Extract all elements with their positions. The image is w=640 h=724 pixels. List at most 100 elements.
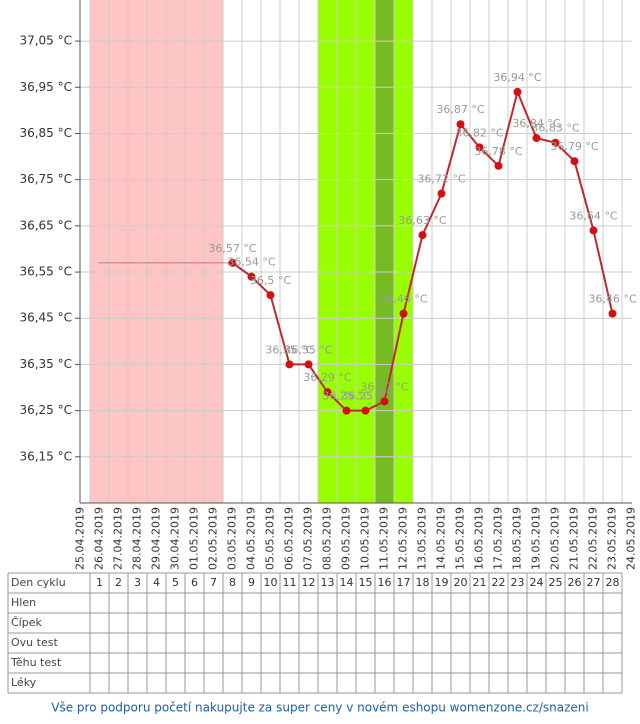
x-tick-label: 15.05.2019	[454, 507, 467, 570]
data-label: 36,57 °C	[208, 242, 256, 255]
region	[318, 0, 413, 503]
y-tick-label: 36,85 °C	[19, 126, 72, 140]
y-tick-label: 36,55 °C	[19, 265, 72, 279]
data-point	[437, 189, 446, 198]
data-label: 36,35 °C	[284, 343, 332, 356]
data-point	[418, 231, 427, 240]
data-point	[475, 143, 484, 152]
day-number: 15	[359, 576, 373, 589]
x-tick-label: 02.05.2019	[207, 507, 220, 570]
data-point	[513, 87, 522, 96]
region	[375, 0, 394, 503]
y-tick-label: 36,45 °C	[19, 311, 72, 325]
data-label: 36,78 °C	[474, 145, 522, 158]
data-label: 36,84 °C	[512, 117, 560, 130]
x-tick-label: 12.05.2019	[397, 507, 410, 570]
day-number: 19	[435, 576, 449, 589]
x-tick-label: 26.04.2019	[93, 507, 106, 570]
day-number: 28	[606, 576, 620, 589]
day-number: 20	[454, 576, 468, 589]
day-number: 1	[96, 576, 103, 589]
day-number: 21	[473, 576, 487, 589]
y-tick-label: 36,35 °C	[19, 357, 72, 371]
x-tick-label: 19.05.2019	[530, 507, 543, 570]
row-label: Léky	[11, 676, 37, 689]
y-tick-label: 37,05 °C	[19, 34, 72, 48]
x-tick-label: 07.05.2019	[302, 507, 315, 570]
y-tick-label: 36,65 °C	[19, 218, 72, 232]
row-label: Ovu test	[11, 636, 58, 649]
x-tick-label: 23.05.2019	[606, 507, 619, 570]
data-point	[399, 309, 408, 318]
x-tick-label: 20.05.2019	[549, 507, 562, 570]
x-tick-label: 30.04.2019	[169, 507, 182, 570]
data-point	[228, 258, 237, 267]
day-number: 14	[340, 576, 354, 589]
y-tick-label: 36,75 °C	[19, 172, 72, 186]
x-tick-label: 03.05.2019	[226, 507, 239, 570]
data-point	[361, 406, 370, 415]
data-point	[456, 120, 465, 129]
x-tick-label: 09.05.2019	[340, 507, 353, 570]
y-tick-label: 36,25 °C	[19, 403, 72, 417]
day-number: 10	[264, 576, 278, 589]
data-point	[494, 161, 503, 170]
data-label: 36,82 °C	[455, 126, 503, 139]
data-point	[247, 272, 256, 281]
day-number: 24	[530, 576, 544, 589]
day-number: 12	[302, 576, 316, 589]
x-tick-label: 08.05.2019	[321, 507, 334, 570]
data-label: 36,25 °C	[322, 390, 370, 403]
x-tick-label: 05.05.2019	[264, 507, 277, 570]
data-label: 36,87 °C	[436, 103, 484, 116]
row-label: Čípek	[11, 616, 42, 629]
day-number: 7	[210, 576, 217, 589]
day-number: 16	[378, 576, 392, 589]
data-point	[342, 406, 351, 415]
day-number: 25	[549, 576, 563, 589]
data-point	[380, 397, 389, 406]
day-number: 6	[191, 576, 198, 589]
data-point	[285, 360, 294, 369]
data-point	[589, 226, 598, 235]
data-point	[304, 360, 313, 369]
x-tick-label: 27.04.2019	[112, 507, 125, 570]
day-number: 8	[229, 576, 236, 589]
data-label: 36,64 °C	[569, 209, 617, 222]
day-number: 9	[248, 576, 255, 589]
x-tick-label: 18.05.2019	[511, 507, 524, 570]
x-tick-label: 13.05.2019	[416, 507, 429, 570]
day-number: 5	[172, 576, 179, 589]
x-tick-label: 29.04.2019	[150, 507, 163, 570]
day-number: 17	[397, 576, 411, 589]
day-number: 18	[416, 576, 430, 589]
data-label: 36,27 °C	[360, 380, 408, 393]
data-label: 36,5 °C	[250, 274, 291, 287]
data-label: 36,46 °C	[588, 293, 636, 306]
row-label: Hlen	[11, 596, 36, 609]
x-tick-label: 01.05.2019	[188, 507, 201, 570]
day-number: 4	[153, 576, 160, 589]
footer: Vše pro podporu početí nakupujte za supe…	[51, 701, 588, 715]
x-tick-label: 17.05.2019	[492, 507, 505, 570]
x-tick-label: 16.05.2019	[473, 507, 486, 570]
day-number: 13	[321, 576, 335, 589]
x-tick-label: 21.05.2019	[568, 507, 581, 570]
y-tick-label: 36,15 °C	[19, 449, 72, 463]
x-tick-label: 10.05.2019	[359, 507, 372, 570]
x-tick-label: 24.05.2019	[625, 507, 638, 570]
x-tick-label: 22.05.2019	[587, 507, 600, 570]
data-label: 36,94 °C	[493, 71, 541, 84]
data-point	[551, 138, 560, 147]
day-number: 2	[115, 576, 122, 589]
row-label: Den cyklu	[11, 576, 66, 589]
data-label: 36,63 °C	[398, 214, 446, 227]
data-label: 36,29 °C	[303, 371, 351, 384]
data-point	[266, 291, 275, 300]
x-tick-label: 25.04.2019	[74, 507, 87, 570]
data-label: 36,72 °C	[417, 173, 465, 186]
data-point	[532, 134, 541, 143]
day-number: 26	[568, 576, 582, 589]
data-label: 36,79 °C	[550, 140, 598, 153]
